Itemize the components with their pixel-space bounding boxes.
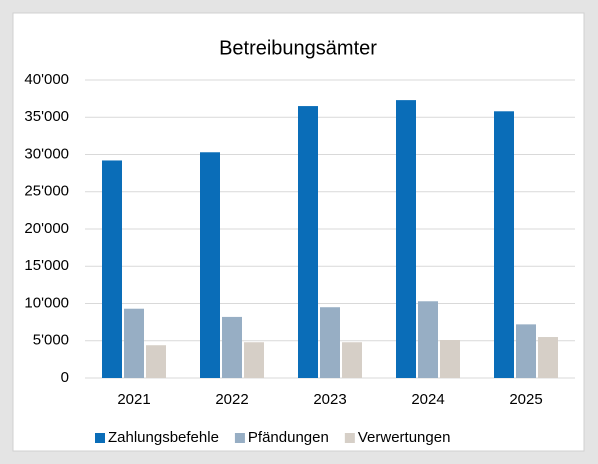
- x-tick-label: 2024: [411, 391, 444, 408]
- x-tick-label: 2022: [215, 391, 248, 408]
- x-tick-label: 2023: [313, 391, 346, 408]
- y-tick-label: 15'000: [24, 257, 69, 274]
- bar: [342, 342, 362, 378]
- bar: [494, 111, 514, 378]
- x-tick-label: 2021: [117, 391, 150, 408]
- legend-label: Zahlungsbefehle: [108, 429, 219, 446]
- chart-title: Betreibungsämter: [219, 37, 377, 59]
- bar: [516, 324, 536, 378]
- legend-swatch: [344, 433, 355, 443]
- legend-label: Pfändungen: [248, 429, 329, 446]
- y-tick-label: 35'000: [24, 108, 69, 125]
- legend-swatch: [95, 433, 105, 443]
- legend-swatch: [234, 433, 245, 443]
- y-tick-label: 25'000: [24, 183, 69, 200]
- bar: [102, 160, 122, 378]
- y-tick-label: 30'000: [24, 145, 69, 162]
- bar: [298, 106, 318, 378]
- legend-label: Verwertungen: [358, 429, 451, 446]
- bar: [146, 345, 166, 378]
- bar: [244, 342, 264, 378]
- bar: [320, 307, 340, 378]
- y-tick-label: 5'000: [33, 332, 69, 349]
- y-tick-label: 0: [61, 369, 69, 386]
- bar: [418, 301, 438, 378]
- y-tick-label: 10'000: [24, 294, 69, 311]
- bar: [124, 308, 144, 378]
- x-tick-label: 2025: [509, 391, 542, 408]
- y-tick-label: 40'000: [24, 71, 69, 88]
- bar: [200, 152, 220, 378]
- bar: [440, 340, 460, 378]
- bar: [396, 100, 416, 379]
- bar: [538, 337, 558, 378]
- bar: [222, 316, 242, 378]
- y-tick-label: 20'000: [24, 220, 69, 237]
